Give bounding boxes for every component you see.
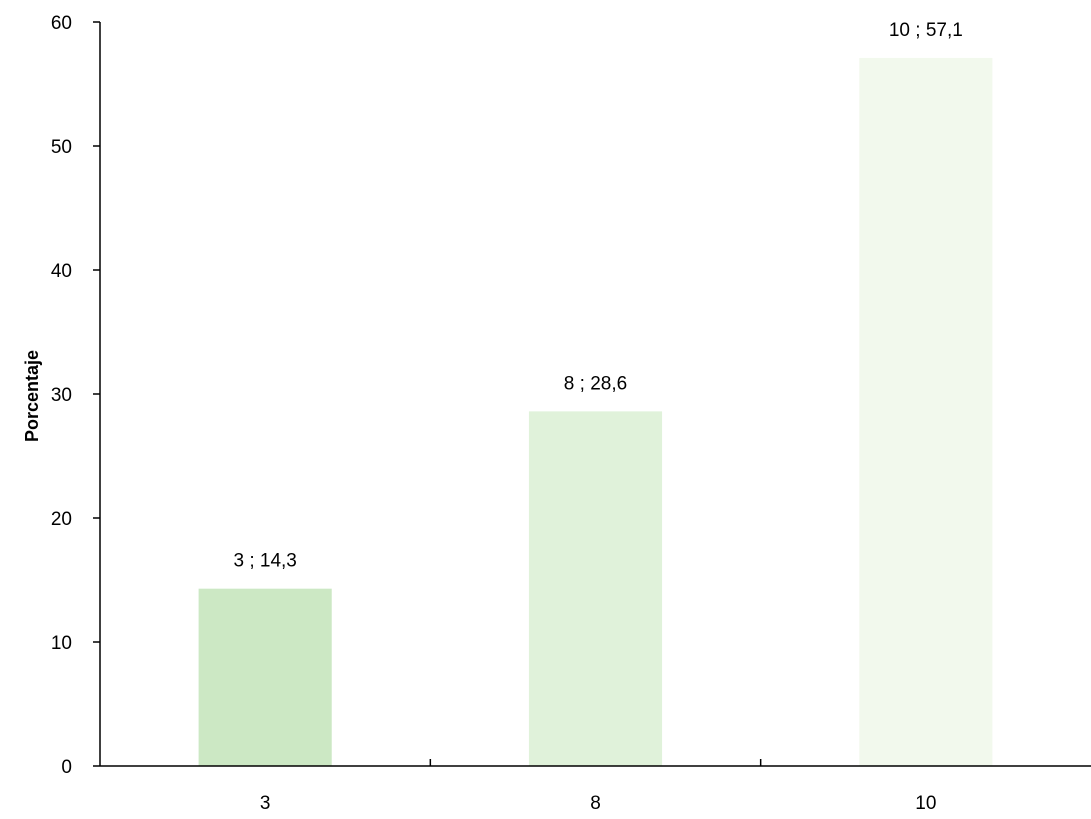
- x-category-label: 10: [915, 793, 936, 814]
- labels-layer: 0 10 20 30 40 50 60 3 3 ; 14,3 8 8 ; 28,6 10 10 ; 57…: [51, 13, 963, 814]
- x-category-label: 8: [590, 793, 601, 814]
- bar-data-label: 8 ; 28,6: [564, 373, 627, 394]
- y-tick-label: 50: [51, 137, 72, 158]
- bar-8: [528, 411, 663, 766]
- bar-10: [859, 57, 993, 766]
- y-tick-label: 40: [51, 261, 72, 282]
- bars-layer: [198, 57, 993, 766]
- bar-3: [198, 588, 332, 766]
- y-tick-label: 20: [51, 509, 72, 530]
- bar-data-label: 10 ; 57,1: [889, 20, 963, 41]
- y-tick-label: 10: [51, 633, 72, 654]
- axes-layer: [93, 21, 1091, 767]
- x-category-label: 3: [260, 793, 271, 814]
- y-tick-label: 30: [51, 385, 72, 406]
- bar-data-label: 3 ; 14,3: [233, 551, 296, 572]
- y-tick-label: 60: [51, 13, 72, 34]
- y-axis-title: Porcentaje: [22, 350, 42, 442]
- y-tick-label: 0: [61, 757, 72, 778]
